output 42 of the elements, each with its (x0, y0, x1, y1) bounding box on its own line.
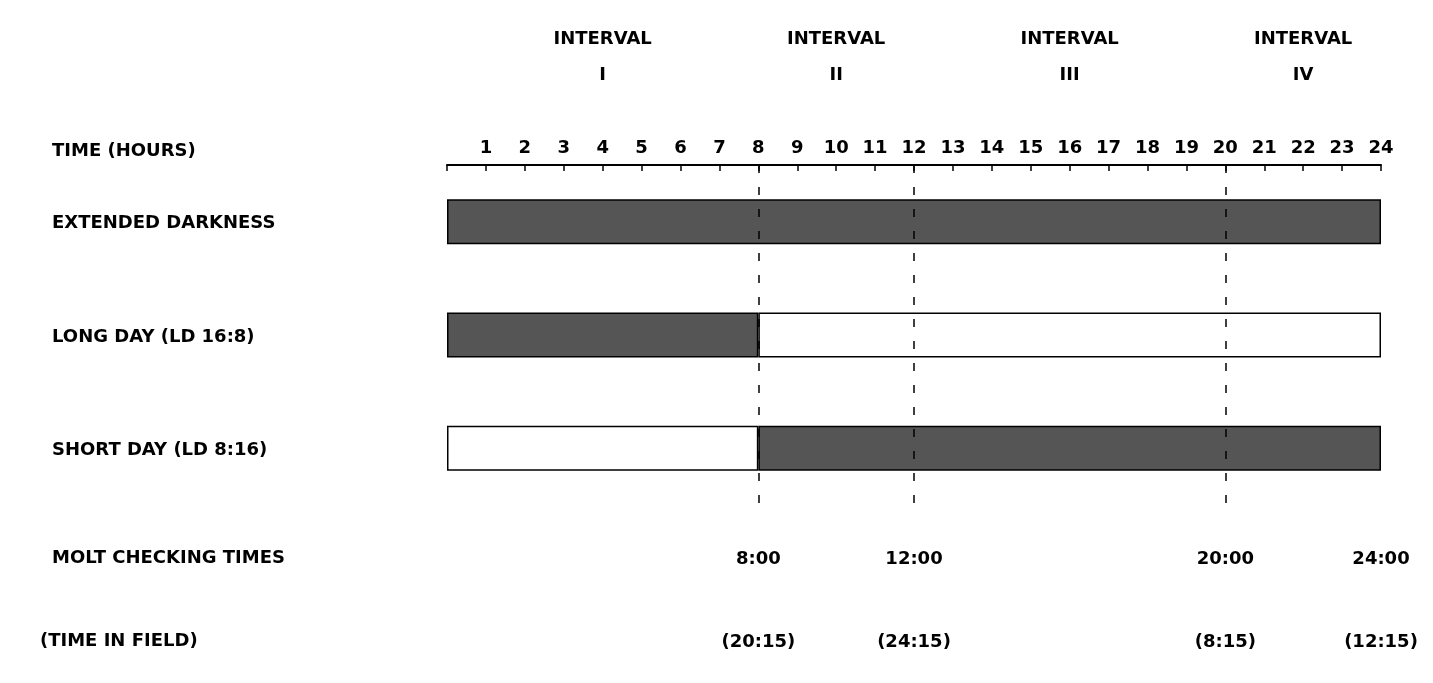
x-tick-label: 23 (1329, 135, 1355, 157)
y-tick-label: LONG DAY (LD 16:8) (52, 324, 255, 346)
text: (TIME IN FIELD) (40, 628, 198, 650)
y-tick-label: SHORT DAY (LD 8:16) (52, 437, 268, 459)
x-tick-label: 1 (479, 135, 493, 157)
text: (8:15) (1194, 629, 1256, 651)
text: (12:15) (1344, 629, 1418, 651)
ref-line-label: 20:00 (1196, 546, 1254, 568)
ref-line-label: 12:00 (885, 546, 943, 568)
x-tick-label: 8 (752, 135, 765, 157)
text: INTERVAL I (553, 26, 652, 84)
x-tick-label: 21 (1251, 135, 1277, 157)
x-tick-label: 17 (1096, 135, 1122, 157)
x-tick-label: 24 (1368, 135, 1394, 157)
x-tick-label: 15 (1018, 135, 1044, 157)
x-tick-label: 10 (823, 135, 849, 157)
x-tick-label: 22 (1290, 135, 1316, 157)
text: (20:15) (721, 629, 796, 651)
x-tick-label: 2 (518, 135, 532, 157)
text: (24:15) (877, 629, 951, 651)
x-tick-label: 4 (596, 135, 609, 157)
text: 24:00 (1352, 546, 1410, 568)
x-tick-label: 18 (1134, 135, 1161, 157)
text: INTERVAL II (787, 26, 886, 84)
x-tick-label: 19 (1173, 135, 1199, 157)
text: INTERVAL III (1020, 26, 1119, 84)
text: INTERVAL IV (1254, 26, 1353, 84)
x-tick-label: 9 (790, 135, 804, 157)
y-tick-label: EXTENDED DARKNESS (52, 211, 276, 233)
x-tick-label: 6 (674, 135, 687, 157)
x-tick-label: 16 (1057, 135, 1083, 157)
x-tick-label: 12 (901, 135, 927, 157)
x-tick-label: 20 (1212, 135, 1238, 157)
text: MOLT CHECKING TIMES (52, 545, 285, 567)
x-tick-label: 3 (557, 135, 571, 157)
x-tick-label: 7 (713, 135, 726, 157)
x-tick-label: 11 (862, 135, 888, 157)
ref-line-label: 8:00 (735, 546, 781, 568)
x-axis-title: TIME (HOURS) (52, 138, 196, 160)
x-tick-label: 13 (940, 135, 966, 157)
x-tick-label: 5 (635, 135, 648, 157)
x-tick-label: 14 (979, 135, 1005, 157)
